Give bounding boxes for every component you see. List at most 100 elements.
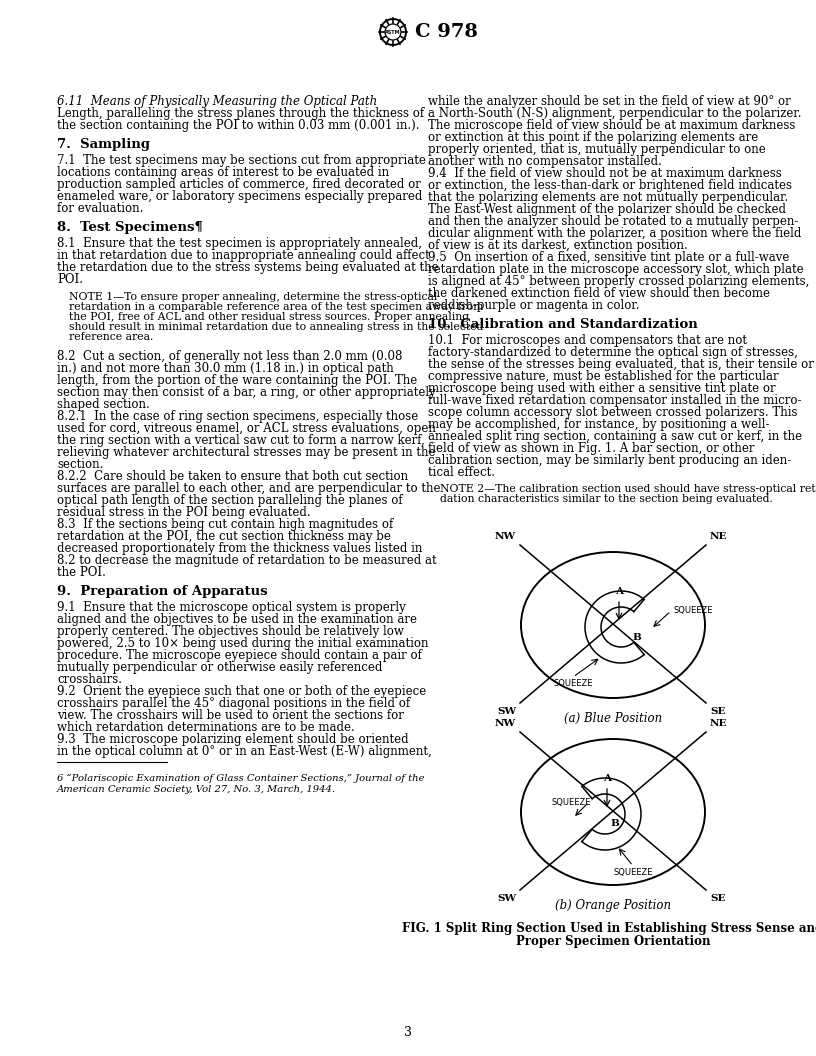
Text: is aligned at 45° between properly crossed polarizing elements,: is aligned at 45° between properly cross… xyxy=(428,275,809,288)
Text: length, from the portion of the ware containing the POI. The: length, from the portion of the ware con… xyxy=(57,374,417,386)
Text: retardation at the POI, the cut section thickness may be: retardation at the POI, the cut section … xyxy=(57,530,391,543)
Text: should result in minimal retardation due to annealing stress in the selected: should result in minimal retardation due… xyxy=(69,322,483,332)
Text: section may then consist of a bar, a ring, or other appropriately: section may then consist of a bar, a rin… xyxy=(57,386,436,399)
Text: SQUEEZE: SQUEEZE xyxy=(551,797,591,807)
Text: the POI, free of ACL and other residual stress sources. Proper annealing: the POI, free of ACL and other residual … xyxy=(69,312,469,322)
Text: 9.  Preparation of Apparatus: 9. Preparation of Apparatus xyxy=(57,585,268,598)
Text: decreased proportionately from the thickness values listed in: decreased proportionately from the thick… xyxy=(57,542,423,555)
Text: 6 “Polariscopic Examination of Glass Container Sections,” Journal of the: 6 “Polariscopic Examination of Glass Con… xyxy=(57,774,424,784)
Text: 7.  Sampling: 7. Sampling xyxy=(57,138,150,151)
Text: 8.1  Ensure that the test specimen is appropriately annealed,: 8.1 Ensure that the test specimen is app… xyxy=(57,237,422,250)
Text: FIG. 1 Split Ring Section Used in Establishing Stress Sense and: FIG. 1 Split Ring Section Used in Establ… xyxy=(402,922,816,935)
Text: aligned and the objectives to be used in the examination are: aligned and the objectives to be used in… xyxy=(57,612,417,626)
Text: in that retardation due to inappropriate annealing could affect: in that retardation due to inappropriate… xyxy=(57,249,430,262)
Text: enameled ware, or laboratory specimens especially prepared: enameled ware, or laboratory specimens e… xyxy=(57,190,423,203)
Text: the POI.: the POI. xyxy=(57,566,106,579)
Text: NW: NW xyxy=(494,532,516,541)
Text: in.) and not more than 30.0 mm (1.18 in.) in optical path: in.) and not more than 30.0 mm (1.18 in.… xyxy=(57,362,394,375)
Text: SE: SE xyxy=(710,708,725,716)
Text: dation characteristics similar to the section being evaluated.: dation characteristics similar to the se… xyxy=(440,494,773,504)
Text: procedure. The microscope eyepiece should contain a pair of: procedure. The microscope eyepiece shoul… xyxy=(57,649,422,662)
Text: tical effect.: tical effect. xyxy=(428,466,495,479)
Text: or extinction, the less-than-dark or brightened field indicates: or extinction, the less-than-dark or bri… xyxy=(428,180,792,192)
Text: properly oriented, that is, mutually perpendicular to one: properly oriented, that is, mutually per… xyxy=(428,143,765,156)
Text: compressive nature, must be established for the particular: compressive nature, must be established … xyxy=(428,370,778,383)
Text: 8.3  If the sections being cut contain high magnitudes of: 8.3 If the sections being cut contain hi… xyxy=(57,518,393,531)
Text: 9.3  The microscope polarizing element should be oriented: 9.3 The microscope polarizing element sh… xyxy=(57,733,409,746)
Text: of view is at its darkest, extinction position.: of view is at its darkest, extinction po… xyxy=(428,239,688,252)
Text: calibration section, may be similarly bent producing an iden-: calibration section, may be similarly be… xyxy=(428,454,792,467)
Text: crosshairs.: crosshairs. xyxy=(57,673,122,686)
Text: microscope being used with either a sensitive tint plate or: microscope being used with either a sens… xyxy=(428,382,776,395)
Text: 8.2 to decrease the magnitude of retardation to be measured at: 8.2 to decrease the magnitude of retarda… xyxy=(57,554,437,567)
Text: another with no compensator installed.: another with no compensator installed. xyxy=(428,155,662,168)
Text: NOTE 2—The calibration section used should have stress-optical retar-: NOTE 2—The calibration section used shou… xyxy=(440,484,816,494)
Text: 10.  Calibration and Standardization: 10. Calibration and Standardization xyxy=(428,318,698,331)
Text: 9.4  If the field of view should not be at maximum darkness: 9.4 If the field of view should not be a… xyxy=(428,167,782,180)
Text: C 978: C 978 xyxy=(415,23,478,41)
Text: 8.2.2  Care should be taken to ensure that both cut section: 8.2.2 Care should be taken to ensure tha… xyxy=(57,470,408,483)
Text: The East-West alignment of the polarizer should be checked: The East-West alignment of the polarizer… xyxy=(428,203,786,216)
Text: which retardation determinations are to be made.: which retardation determinations are to … xyxy=(57,721,355,734)
Text: NE: NE xyxy=(710,719,728,728)
Text: 8.  Test Specimens¶: 8. Test Specimens¶ xyxy=(57,221,203,234)
Text: SQUEEZE: SQUEEZE xyxy=(553,679,592,689)
Text: while the analyzer should be set in the field of view at 90° or: while the analyzer should be set in the … xyxy=(428,95,791,108)
Text: optical path length of the section paralleling the planes of: optical path length of the section paral… xyxy=(57,494,402,507)
Text: SE: SE xyxy=(710,894,725,903)
Text: ASTM: ASTM xyxy=(385,30,401,35)
Text: reddish-purple or magenta in color.: reddish-purple or magenta in color. xyxy=(428,299,640,312)
Text: scope column accessory slot between crossed polarizers. This: scope column accessory slot between cros… xyxy=(428,406,797,419)
Text: view. The crosshairs will be used to orient the sections for: view. The crosshairs will be used to ori… xyxy=(57,709,404,722)
Text: reference area.: reference area. xyxy=(69,332,153,342)
Text: The microscope field of view should be at maximum darkness: The microscope field of view should be a… xyxy=(428,119,796,132)
Text: 9.2  Orient the eyepiece such that one or both of the eyepiece: 9.2 Orient the eyepiece such that one or… xyxy=(57,685,426,698)
Text: surfaces are parallel to each other, and are perpendicular to the: surfaces are parallel to each other, and… xyxy=(57,482,441,495)
Text: 10.1  For microscopes and compensators that are not: 10.1 For microscopes and compensators th… xyxy=(428,334,747,347)
Text: 8.2.1  In the case of ring section specimens, especially those: 8.2.1 In the case of ring section specim… xyxy=(57,410,419,423)
Text: that the polarizing elements are not mutually perpendicular.: that the polarizing elements are not mut… xyxy=(428,191,788,204)
Text: relieving whatever architectural stresses may be present in the: relieving whatever architectural stresse… xyxy=(57,446,436,459)
Text: Proper Specimen Orientation: Proper Specimen Orientation xyxy=(516,935,710,948)
Text: residual stress in the POI being evaluated.: residual stress in the POI being evaluat… xyxy=(57,506,311,518)
Text: shaped section.: shaped section. xyxy=(57,398,150,411)
Text: mutually perpendicular or otherwise easily referenced: mutually perpendicular or otherwise easi… xyxy=(57,661,383,674)
Text: POI.: POI. xyxy=(57,274,83,286)
Text: dicular alignment with the polarizer, a position where the field: dicular alignment with the polarizer, a … xyxy=(428,227,801,240)
Text: SW: SW xyxy=(497,894,516,903)
Text: and then the analyzer should be rotated to a mutually perpen-: and then the analyzer should be rotated … xyxy=(428,215,798,228)
Text: 8.2  Cut a section, of generally not less than 2.0 mm (0.08: 8.2 Cut a section, of generally not less… xyxy=(57,350,402,363)
Text: the ring section with a vertical saw cut to form a narrow kerf,: the ring section with a vertical saw cut… xyxy=(57,434,425,447)
Text: the retardation due to the stress systems being evaluated at the: the retardation due to the stress system… xyxy=(57,261,439,274)
Text: A: A xyxy=(603,774,611,782)
Text: annealed split ring section, containing a saw cut or kerf, in the: annealed split ring section, containing … xyxy=(428,430,802,444)
Text: for evaluation.: for evaluation. xyxy=(57,202,144,215)
Text: NOTE 1—To ensure proper annealing, determine the stress-optical: NOTE 1—To ensure proper annealing, deter… xyxy=(69,293,437,302)
Text: (a) Blue Position: (a) Blue Position xyxy=(564,712,662,725)
Text: 9.5  On insertion of a fixed, sensitive tint plate or a full-wave: 9.5 On insertion of a fixed, sensitive t… xyxy=(428,251,789,264)
Text: production sampled articles of commerce, fired decorated or: production sampled articles of commerce,… xyxy=(57,178,421,191)
Text: retardation plate in the microscope accessory slot, which plate: retardation plate in the microscope acce… xyxy=(428,263,804,276)
Text: the sense of the stresses being evaluated, that is, their tensile or: the sense of the stresses being evaluate… xyxy=(428,358,814,371)
Text: 7.1  The test specimens may be sections cut from appropriate: 7.1 The test specimens may be sections c… xyxy=(57,154,426,167)
Text: may be accomplished, for instance, by positioning a well-: may be accomplished, for instance, by po… xyxy=(428,418,769,431)
Text: the section containing the POI to within 0.03 mm (0.001 in.).: the section containing the POI to within… xyxy=(57,119,419,132)
Text: A: A xyxy=(615,587,623,596)
Text: crosshairs parallel the 45° diagonal positions in the field of: crosshairs parallel the 45° diagonal pos… xyxy=(57,697,410,710)
Text: B: B xyxy=(632,633,641,641)
Text: factory-standardized to determine the optical sign of stresses,: factory-standardized to determine the op… xyxy=(428,346,798,359)
Text: 9.1  Ensure that the microscope optical system is properly: 9.1 Ensure that the microscope optical s… xyxy=(57,601,406,614)
Text: used for cord, vitreous enamel, or ACL stress evaluations, open: used for cord, vitreous enamel, or ACL s… xyxy=(57,422,436,435)
Text: field of view as shown in Fig. 1. A bar section, or other: field of view as shown in Fig. 1. A bar … xyxy=(428,442,755,455)
Text: a North-South (N-S) alignment, perpendicular to the polarizer.: a North-South (N-S) alignment, perpendic… xyxy=(428,107,801,120)
Text: 3: 3 xyxy=(404,1025,412,1038)
Text: NW: NW xyxy=(494,719,516,728)
Text: the darkened extinction field of view should then become: the darkened extinction field of view sh… xyxy=(428,287,770,300)
Text: SW: SW xyxy=(497,708,516,716)
Text: SQUEEZE: SQUEEZE xyxy=(673,606,712,616)
Text: SQUEEZE: SQUEEZE xyxy=(614,868,653,876)
Text: B: B xyxy=(610,819,619,829)
Text: properly centered. The objectives should be relatively low: properly centered. The objectives should… xyxy=(57,625,404,638)
Text: in the optical column at 0° or in an East-West (E-W) alignment,: in the optical column at 0° or in an Eas… xyxy=(57,744,432,758)
Text: powered, 2.5 to 10× being used during the initial examination: powered, 2.5 to 10× being used during th… xyxy=(57,637,428,650)
